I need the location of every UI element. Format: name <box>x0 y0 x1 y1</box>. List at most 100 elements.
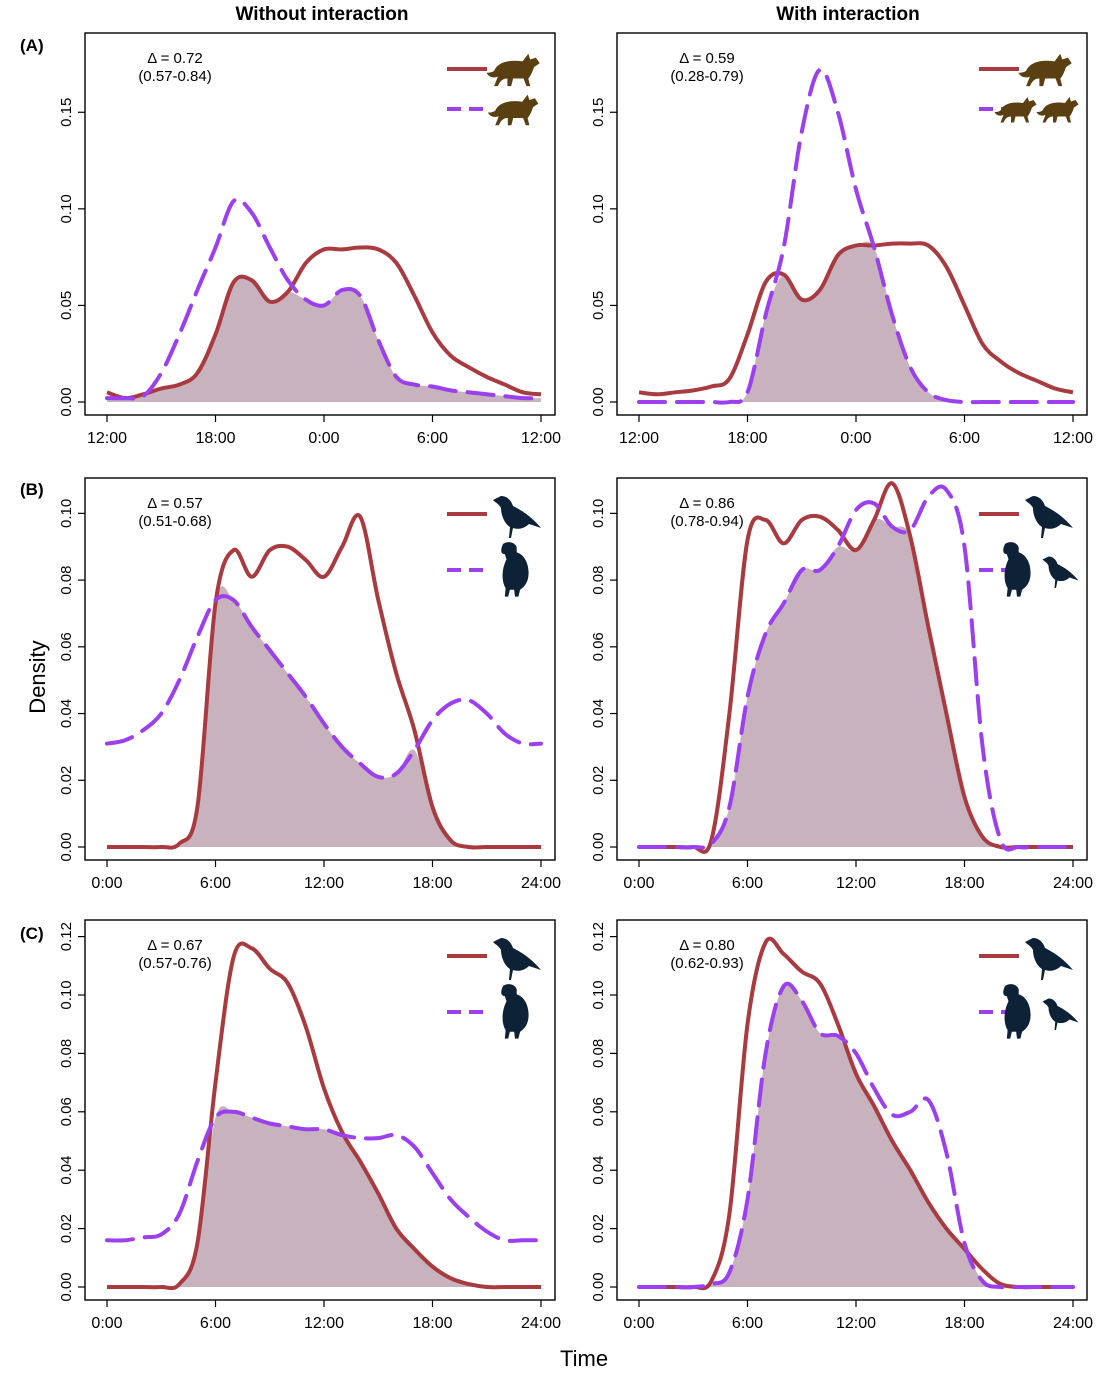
x-tick-label: 18:00 <box>944 1315 984 1332</box>
x-tick-label: 18:00 <box>727 430 767 447</box>
plot-frame <box>84 919 556 1301</box>
panel-c-left: 0:00 6:00 12:00 18:00 24:00 0.00 0.02 0.04 0.06 0… <box>58 919 561 1332</box>
series-solid-line <box>106 245 542 401</box>
row-tag-c: (C) <box>20 924 44 943</box>
series-dashed-line <box>105 1109 543 1243</box>
vulture-icon <box>1003 984 1031 1039</box>
x-tick-label: 12:00 <box>619 430 659 447</box>
y-tick-label: 0.00 <box>590 1272 607 1301</box>
x-tick-label: 0:00 <box>840 430 871 447</box>
raven-icon <box>1042 556 1079 588</box>
y-tick-label: 0.10 <box>590 499 607 528</box>
fox-icon <box>488 94 539 126</box>
x-tick-label: 0:00 <box>623 875 654 892</box>
panel-a-left: 12:00 18:00 0:00 6:00 12:00 0.00 0.05 0.10 0.15 Δ… <box>58 32 561 447</box>
raven-icon <box>493 496 541 538</box>
x-tick-label: 12:00 <box>304 875 344 892</box>
series-solid-line <box>107 513 541 850</box>
overlap-coefficient: Δ = 0.57 <box>147 495 202 512</box>
overlap-area <box>639 983 1073 1288</box>
panel-c-right: 0:00 6:00 12:00 18:00 24:00 0.00 0.02 0.04 0.06 0… <box>590 919 1093 1332</box>
plot-frame <box>616 919 1088 1301</box>
y-tick-label: 0.05 <box>590 291 607 320</box>
overlap-coefficient: Δ = 0.80 <box>679 937 734 954</box>
vulture-icon <box>501 984 529 1039</box>
y-tick-label: 0.10 <box>58 194 75 223</box>
overlap-area <box>639 241 1073 403</box>
x-tick-label: 6:00 <box>732 875 763 892</box>
series-dashed-line <box>637 67 1075 405</box>
x-tick-label: 12:00 <box>836 1315 876 1332</box>
confidence-interval: (0.57-0.84) <box>138 68 211 85</box>
y-tick-label: 0.05 <box>58 291 75 320</box>
wolf-icon <box>994 97 1037 123</box>
y-tick-label: 0.00 <box>58 1272 75 1301</box>
y-tick-label: 0.12 <box>590 922 607 951</box>
x-tick-label: 12:00 <box>521 430 561 447</box>
series-dashed-line <box>637 981 1075 1290</box>
y-tick-label: 0.02 <box>58 1214 75 1243</box>
confidence-interval: (0.62-0.93) <box>670 955 743 972</box>
y-tick-label: 0.06 <box>590 632 607 661</box>
y-tick-label: 0.08 <box>58 1039 75 1068</box>
plot-frame <box>84 477 556 861</box>
x-tick-label: 24:00 <box>521 1315 561 1332</box>
wolf-icon <box>486 53 540 87</box>
x-tick-label: 24:00 <box>521 875 561 892</box>
series-solid-line <box>638 241 1074 397</box>
column-title-left: Without interaction <box>235 4 409 25</box>
raven-icon <box>1042 998 1079 1030</box>
x-tick-label: 0:00 <box>91 875 122 892</box>
series-dashed-line <box>105 594 543 780</box>
confidence-interval: (0.78-0.94) <box>670 513 743 530</box>
panel-b-left: 0:00 6:00 12:00 18:00 24:00 0.00 0.02 0.04 0.06 0… <box>58 477 561 892</box>
overlap-area <box>639 518 1073 848</box>
series-solid-line <box>107 941 541 1291</box>
y-tick-label: 0.06 <box>58 632 75 661</box>
overlap-coefficient: Δ = 0.72 <box>147 50 202 67</box>
series-dashed-line <box>637 484 1075 852</box>
plot-frame <box>84 32 556 416</box>
overlap-coefficient: Δ = 0.59 <box>679 50 734 67</box>
y-tick-label: 0.02 <box>590 766 607 795</box>
confidence-interval: (0.51-0.68) <box>138 513 211 530</box>
plot-frame <box>616 32 1088 416</box>
raven-icon <box>493 938 541 980</box>
x-tick-label: 24:00 <box>1053 1315 1093 1332</box>
overlap-area <box>107 276 541 402</box>
row-tag-a: (A) <box>20 36 44 55</box>
confidence-interval: (0.28-0.79) <box>670 68 743 85</box>
y-tick-label: 0.02 <box>58 766 75 795</box>
y-tick-label: 0.06 <box>58 1097 75 1126</box>
x-tick-label: 0:00 <box>308 430 339 447</box>
series-solid-line <box>639 936 1073 1291</box>
panel-a-right: 12:00 18:00 0:00 6:00 12:00 0.00 0.05 0.10 0.15 Δ… <box>590 32 1093 447</box>
y-tick-label: 0.04 <box>58 1156 75 1185</box>
vulture-icon <box>1003 542 1031 597</box>
series-solid-line <box>639 481 1073 854</box>
x-axis-title: Time <box>560 1346 609 1371</box>
y-tick-label: 0.02 <box>590 1214 607 1243</box>
overlap-coefficient: Δ = 0.67 <box>147 937 202 954</box>
y-tick-label: 0.10 <box>590 194 607 223</box>
x-tick-label: 6:00 <box>417 430 448 447</box>
y-tick-label: 0.04 <box>590 699 607 728</box>
y-tick-label: 0.00 <box>590 387 607 416</box>
y-tick-label: 0.00 <box>58 832 75 861</box>
x-tick-label: 6:00 <box>732 1315 763 1332</box>
column-title-right: With interaction <box>776 4 920 25</box>
overlap-area <box>107 1106 541 1289</box>
x-tick-label: 18:00 <box>195 430 235 447</box>
plot-frame <box>616 477 1088 861</box>
y-tick-label: 0.06 <box>590 1097 607 1126</box>
overlap-coefficient: Δ = 0.86 <box>679 495 734 512</box>
y-tick-label: 0.00 <box>58 387 75 416</box>
wolf-icon <box>1018 53 1072 87</box>
confidence-interval: (0.57-0.76) <box>138 955 211 972</box>
raven-icon <box>1025 938 1073 980</box>
y-tick-label: 0.08 <box>590 1039 607 1068</box>
x-tick-label: 12:00 <box>87 430 127 447</box>
y-tick-label: 0.10 <box>58 980 75 1009</box>
y-tick-label: 0.15 <box>58 98 75 127</box>
raven-icon <box>1025 496 1073 538</box>
